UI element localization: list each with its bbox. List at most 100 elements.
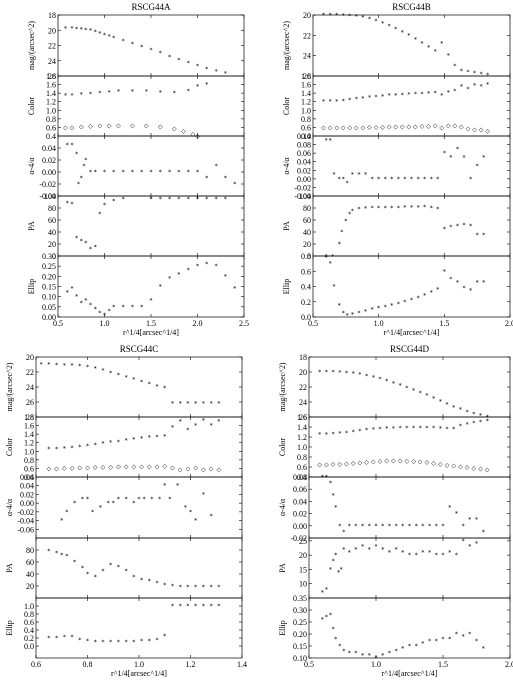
- data-point: *: [159, 50, 162, 57]
- data-point: *: [98, 90, 101, 97]
- y-tick-label: 20: [26, 353, 34, 362]
- y-tick-label: 26: [48, 72, 56, 81]
- y-tick-label: 26: [303, 72, 311, 81]
- data-point: *: [122, 38, 125, 45]
- data-point: ◇: [478, 466, 483, 473]
- data-point: *: [335, 12, 338, 19]
- data-point: *: [325, 254, 328, 261]
- data-point: *: [361, 544, 364, 551]
- data-point: *: [63, 634, 66, 641]
- data-point: *: [150, 47, 153, 54]
- data-point: *: [186, 401, 189, 408]
- data-point: *: [368, 653, 371, 660]
- y-tick-label: 0.4: [24, 473, 34, 482]
- y-axis-label: mag/(arcsec^2): [278, 362, 287, 411]
- data-point: *: [442, 523, 445, 530]
- data-point: *: [342, 310, 345, 317]
- panel-frame: [312, 255, 511, 318]
- y-tick-label: 15: [299, 565, 307, 574]
- data-point: *: [342, 13, 345, 20]
- data-point: *: [117, 564, 120, 571]
- data-point: *: [65, 553, 68, 560]
- data-point: *: [202, 491, 205, 498]
- data-point: *: [224, 175, 227, 182]
- y-tick-label: 20: [303, 240, 311, 249]
- data-point: *: [322, 12, 325, 19]
- data-point: *: [186, 427, 189, 434]
- data-point: *: [64, 26, 67, 33]
- data-point: *: [463, 222, 466, 229]
- data-point: *: [163, 633, 166, 640]
- data-point: *: [348, 650, 351, 657]
- y-tick-label: -0.04: [39, 192, 56, 201]
- data-point: ◇: [79, 124, 84, 131]
- data-point: *: [338, 523, 341, 530]
- data-point: *: [194, 518, 197, 525]
- data-point: *: [476, 280, 479, 287]
- data-point: *: [205, 82, 208, 89]
- panel-frame: [35, 356, 243, 418]
- data-point: *: [453, 88, 456, 95]
- data-point: *: [84, 298, 87, 305]
- data-point: ◇: [431, 460, 436, 467]
- data-point: *: [184, 505, 187, 512]
- y-tick-label: 100: [44, 192, 56, 201]
- data-point: *: [205, 175, 208, 182]
- data-point: ◇: [124, 464, 129, 471]
- data-point: ◇: [85, 465, 90, 472]
- data-point: *: [325, 137, 328, 144]
- y-tick-label: 1.4: [46, 89, 56, 98]
- data-point: *: [466, 409, 469, 416]
- data-point: *: [109, 370, 112, 377]
- x-tick-label: 1.0: [134, 660, 144, 669]
- data-point: *: [401, 92, 404, 99]
- data-point: *: [352, 429, 355, 436]
- data-point: *: [140, 169, 143, 176]
- data-point: *: [348, 97, 351, 104]
- data-point: *: [109, 562, 112, 569]
- data-point: ◇: [324, 462, 329, 469]
- data-point: *: [101, 639, 104, 646]
- data-point: *: [89, 169, 92, 176]
- data-point: *: [148, 638, 151, 645]
- data-point: *: [410, 204, 413, 211]
- data-point: ◇: [70, 124, 75, 131]
- data-point: *: [187, 60, 190, 67]
- x-tick-label: 0.5: [53, 319, 63, 328]
- data-point: ◇: [217, 467, 222, 474]
- data-point: ◇: [405, 458, 410, 465]
- panel-frame: [57, 14, 245, 77]
- data-point: *: [101, 441, 104, 448]
- data-point: *: [163, 385, 166, 392]
- data-point: *: [364, 309, 367, 316]
- data-point: *: [168, 496, 171, 503]
- data-point: *: [405, 425, 408, 432]
- data-point: ◇: [364, 459, 369, 466]
- data-point: *: [482, 232, 485, 239]
- data-point: *: [469, 176, 472, 183]
- data-point: *: [202, 584, 205, 591]
- data-point: *: [381, 653, 384, 660]
- y-tick-label: 40: [303, 228, 311, 237]
- data-point: *: [449, 154, 452, 161]
- data-point: *: [407, 91, 410, 98]
- data-point: *: [434, 49, 437, 56]
- data-point: *: [375, 94, 378, 101]
- data-point: *: [325, 369, 328, 376]
- data-point: *: [408, 552, 411, 559]
- y-tick-label: 0.00: [293, 522, 307, 531]
- data-point: *: [40, 362, 43, 369]
- data-point: ◇: [201, 466, 206, 473]
- data-point: *: [348, 523, 351, 530]
- data-point: *: [456, 146, 459, 153]
- data-point: *: [117, 88, 120, 95]
- data-point: *: [325, 586, 328, 593]
- data-point: *: [475, 517, 478, 524]
- data-point: *: [98, 30, 101, 37]
- y-tick-label: 1.8: [46, 72, 56, 81]
- data-point: *: [390, 205, 393, 212]
- data-point: *: [60, 552, 63, 559]
- data-point: *: [361, 15, 364, 22]
- y-tick-label: 0.10: [297, 132, 311, 141]
- y-tick-label: 0.02: [20, 490, 34, 499]
